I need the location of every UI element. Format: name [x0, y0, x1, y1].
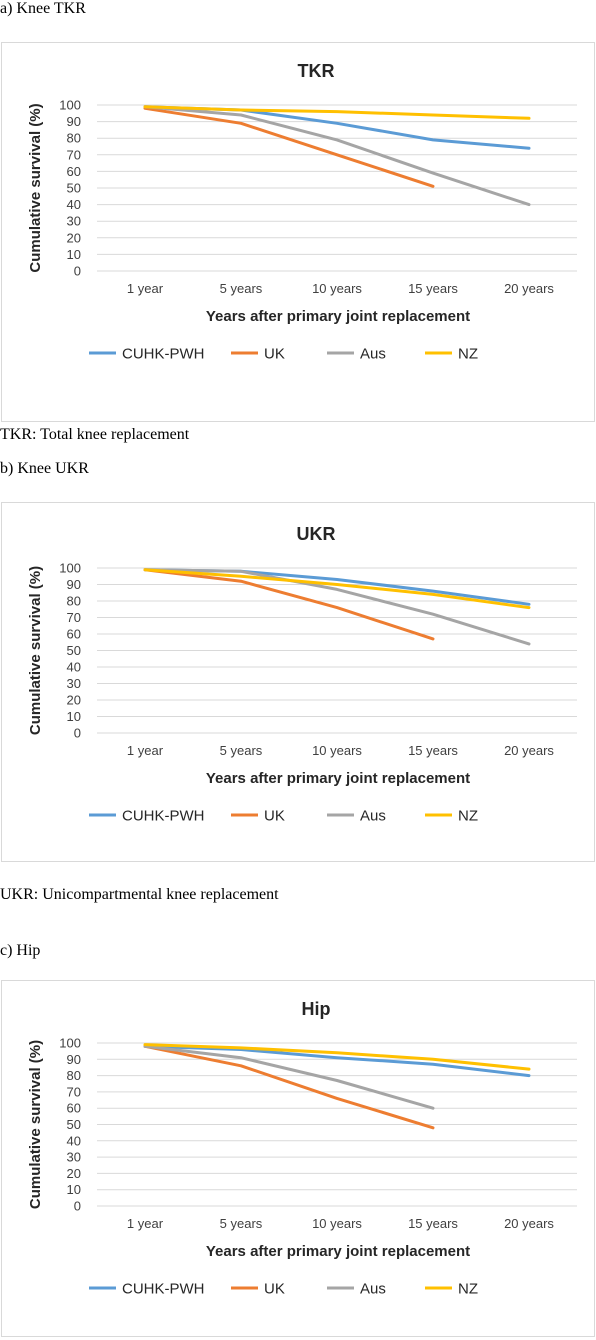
x-tick-label: 20 years — [504, 1216, 554, 1231]
y-tick-label: 100 — [59, 98, 81, 113]
y-tick-label: 60 — [67, 1101, 81, 1116]
y-tick-label: 90 — [67, 577, 81, 592]
y-tick-label: 10 — [67, 247, 81, 262]
x-tick-label: 20 years — [504, 743, 554, 758]
x-tick-label: 15 years — [408, 281, 458, 296]
y-tick-label: 20 — [67, 1166, 81, 1181]
legend-label-cuhk-pwh: CUHK-PWH — [122, 346, 205, 363]
y-tick-label: 40 — [67, 1133, 81, 1148]
y-tick-label: 90 — [67, 114, 81, 129]
x-tick-label: 1 year — [127, 1216, 164, 1231]
x-tick-label: 15 years — [408, 743, 458, 758]
chart-tkr: TKR 0 10 20 30 40 50 60 70 80 90 100 1 year 5 years 10… — [1, 42, 595, 422]
y-tick-label: 10 — [67, 709, 81, 724]
y-tick-label: 50 — [67, 181, 81, 196]
x-tick-label: 10 years — [312, 743, 362, 758]
legend-label-cuhk-pwh: CUHK-PWH — [122, 1281, 205, 1298]
legend-label-nz: NZ — [458, 808, 478, 825]
y-tick-label: 80 — [67, 1068, 81, 1083]
x-tick-label: 20 years — [504, 281, 554, 296]
series-line-aus — [143, 1044, 435, 1110]
series-line-cuhk-pwh — [143, 1044, 531, 1078]
y-tick-label: 100 — [59, 1036, 81, 1051]
y-tick-label: 60 — [67, 627, 81, 642]
y-tick-label: 90 — [67, 1052, 81, 1067]
x-tick-label: 1 year — [127, 743, 164, 758]
series-line-nz — [143, 568, 531, 610]
legend-label-nz: NZ — [458, 1281, 478, 1298]
series-line-nz — [143, 105, 531, 120]
y-tick-label: 40 — [67, 197, 81, 212]
y-axis-label: Cumulative survival (%) — [27, 103, 44, 272]
x-axis-label: Years after primary joint replacement — [206, 770, 470, 787]
chart-ukr: UKR 0 10 20 30 40 50 60 70 80 90 100 1 year 5 years 10… — [1, 502, 595, 862]
legend-label-uk: UK — [264, 1281, 285, 1298]
y-tick-label: 0 — [74, 264, 81, 279]
legend-label-uk: UK — [264, 346, 285, 363]
caption-hip: c) Hip — [0, 942, 41, 959]
y-tick-label: 60 — [67, 164, 81, 179]
chart-title: UKR — [297, 524, 336, 544]
caption-knee-ukr: b) Knee UKR — [0, 460, 89, 477]
y-tick-label: 50 — [67, 1117, 81, 1132]
legend-label-cuhk-pwh: CUHK-PWH — [122, 808, 205, 825]
y-tick-label: 0 — [74, 726, 81, 741]
y-tick-label: 40 — [67, 660, 81, 675]
series-line-uk — [143, 568, 435, 641]
y-tick-label: 70 — [67, 610, 81, 625]
x-axis-label: Years after primary joint replacement — [206, 308, 470, 325]
legend-label-uk: UK — [264, 808, 285, 825]
y-tick-label: 80 — [67, 131, 81, 146]
series-line-uk — [143, 106, 435, 188]
x-tick-label: 10 years — [312, 1216, 362, 1231]
legend-label-aus: Aus — [360, 808, 386, 825]
series-line-uk — [143, 1044, 435, 1130]
y-tick-label: 80 — [67, 594, 81, 609]
x-axis-label: Years after primary joint replacement — [206, 1243, 470, 1260]
series-line-nz — [143, 1043, 531, 1071]
y-tick-label: 10 — [67, 1182, 81, 1197]
chart-title: TKR — [298, 61, 335, 81]
caption-tkr-note: TKR: Total knee replacement — [0, 426, 190, 443]
series-line-aus — [143, 105, 531, 207]
caption-ukr-note: UKR: Unicompartmental knee replacement — [0, 886, 279, 903]
y-tick-label: 70 — [67, 147, 81, 162]
legend-label-aus: Aus — [360, 346, 386, 363]
x-tick-label: 5 years — [220, 743, 263, 758]
legend-label-nz: NZ — [458, 346, 478, 363]
y-tick-label: 100 — [59, 561, 81, 576]
x-tick-label: 15 years — [408, 1216, 458, 1231]
y-tick-label: 20 — [67, 230, 81, 245]
y-axis-label: Cumulative survival (%) — [27, 566, 44, 735]
x-tick-label: 10 years — [312, 281, 362, 296]
y-tick-label: 50 — [67, 643, 81, 658]
y-tick-label: 0 — [74, 1199, 81, 1214]
x-tick-label: 5 years — [220, 1216, 263, 1231]
y-tick-label: 20 — [67, 693, 81, 708]
y-tick-label: 30 — [67, 1150, 81, 1165]
chart-title: Hip — [302, 999, 331, 1019]
x-tick-label: 1 year — [127, 281, 164, 296]
x-tick-label: 5 years — [220, 281, 263, 296]
chart-hip: Hip 0 10 20 30 40 50 60 70 80 90 100 1 year 5 years 10… — [1, 980, 595, 1337]
legend-label-aus: Aus — [360, 1281, 386, 1298]
series-line-aus — [143, 568, 531, 646]
y-tick-label: 30 — [67, 214, 81, 229]
y-tick-label: 70 — [67, 1084, 81, 1099]
y-tick-label: 30 — [67, 676, 81, 691]
caption-knee-tkr: a) Knee TKR — [0, 0, 86, 17]
y-axis-label: Cumulative survival (%) — [27, 1040, 44, 1209]
